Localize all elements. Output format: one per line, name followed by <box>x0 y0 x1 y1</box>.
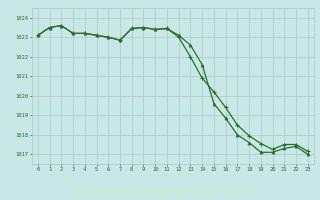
Text: Graphe pression niveau de la mer (hPa): Graphe pression niveau de la mer (hPa) <box>72 188 248 197</box>
